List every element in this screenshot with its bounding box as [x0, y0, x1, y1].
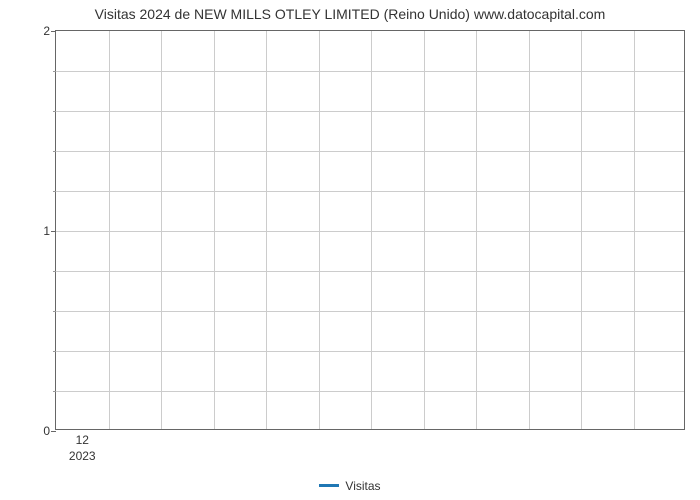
- legend-label: Visitas: [345, 479, 380, 493]
- chart-title: Visitas 2024 de NEW MILLS OTLEY LIMITED …: [0, 6, 700, 22]
- y-tick-label: 2: [43, 24, 50, 38]
- legend-swatch: [319, 484, 339, 487]
- x-tick-year: 2023: [69, 449, 96, 463]
- y-tick-label: 0: [43, 424, 50, 438]
- legend: Visitas: [0, 478, 700, 493]
- plot-area: 012122023: [55, 30, 685, 430]
- y-tick-label: 1: [43, 224, 50, 238]
- visits-chart: Visitas 2024 de NEW MILLS OTLEY LIMITED …: [0, 0, 700, 500]
- x-tick-label: 12: [76, 433, 89, 447]
